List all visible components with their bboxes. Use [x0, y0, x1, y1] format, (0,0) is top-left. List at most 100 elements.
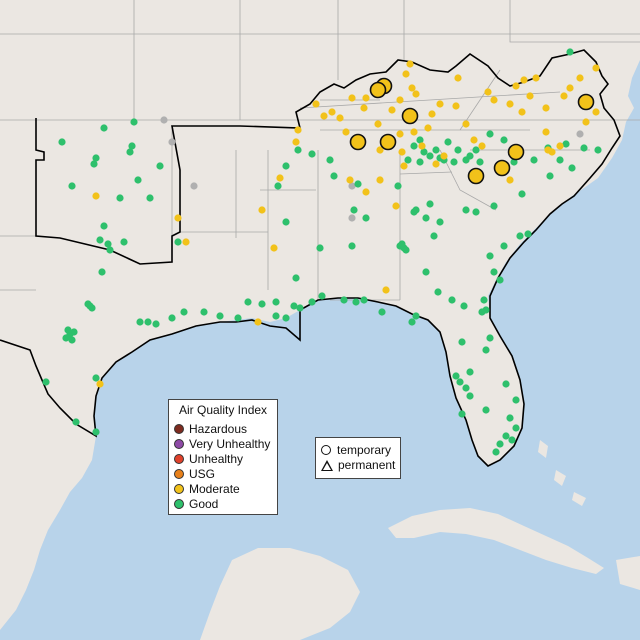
- monitor-marker: [566, 48, 574, 56]
- monitor-marker: [490, 96, 498, 104]
- monitor-marker: [100, 222, 108, 230]
- monitor-marker: [92, 192, 100, 200]
- monitor-marker: [340, 296, 348, 304]
- monitor-marker: [398, 148, 406, 156]
- monitor-marker: [276, 174, 284, 182]
- legend-label: temporary: [337, 443, 392, 457]
- monitor-marker: [294, 126, 302, 134]
- monitor-marker: [482, 406, 490, 414]
- monitor-marker: [450, 158, 458, 166]
- moderate-swatch-icon: [174, 484, 184, 494]
- monitor-marker: [512, 82, 520, 90]
- monitor-marker: [518, 190, 526, 198]
- legend-item-moderate: Moderate: [174, 482, 240, 496]
- monitor-marker: [426, 152, 434, 160]
- monitor-marker: [152, 320, 160, 328]
- monitor-marker: [562, 140, 570, 148]
- monitor-marker: [174, 214, 182, 222]
- monitor-marker: [462, 120, 470, 128]
- monitor-marker: [466, 152, 474, 160]
- legend-item-very-unhealthy: Very Unhealthy: [174, 437, 270, 451]
- monitor-marker: [556, 156, 564, 164]
- monitor-marker: [410, 128, 418, 136]
- legend-item-permanent: permanent: [321, 458, 395, 472]
- hispaniola-land: [616, 556, 640, 590]
- monitor-marker: [582, 118, 590, 126]
- monitor-marker: [120, 238, 128, 246]
- monitor-marker: [92, 154, 100, 162]
- monitor-marker: [308, 150, 316, 158]
- monitor-marker: [460, 302, 468, 310]
- monitor-marker: [532, 74, 540, 82]
- monitor-marker: [506, 176, 514, 184]
- monitor-marker: [294, 146, 302, 154]
- monitor-marker: [466, 368, 474, 376]
- monitor-marker: [520, 76, 528, 84]
- monitor-marker: [394, 182, 402, 190]
- monitor-marker: [258, 206, 266, 214]
- monitor-marker: [490, 202, 498, 210]
- monitor-marker: [470, 136, 478, 144]
- monitor-marker: [58, 138, 66, 146]
- monitor-marker: [292, 274, 300, 282]
- monitor-marker: [374, 120, 382, 128]
- monitor-marker: [568, 164, 576, 172]
- monitor-marker: [422, 268, 430, 276]
- monitor-marker: [402, 70, 410, 78]
- monitor-marker: [174, 238, 182, 246]
- monitor-marker: [416, 158, 424, 166]
- monitor-marker: [526, 92, 534, 100]
- monitor-marker: [388, 106, 396, 114]
- monitor-marker: [92, 374, 100, 382]
- monitor-marker: [316, 244, 324, 252]
- monitor-marker: [104, 240, 112, 248]
- monitor-marker: [452, 372, 460, 380]
- monitor-marker: [524, 230, 532, 238]
- monitor-marker: [454, 74, 462, 82]
- monitor-marker: [282, 218, 290, 226]
- temporary-monitor-marker: [401, 107, 419, 125]
- monitor-marker: [486, 334, 494, 342]
- legend-item-unhealthy: Unhealthy: [174, 452, 243, 466]
- monitor-marker: [412, 312, 420, 320]
- monitor-marker: [42, 378, 50, 386]
- monitor-marker: [444, 138, 452, 146]
- monitor-marker: [518, 108, 526, 116]
- monitor-marker: [180, 308, 188, 316]
- monitor-marker: [68, 182, 76, 190]
- monitor-marker: [200, 308, 208, 316]
- monitor-marker: [168, 138, 176, 146]
- monitor-marker: [126, 148, 134, 156]
- monitor-marker: [466, 392, 474, 400]
- monitor-marker: [90, 160, 98, 168]
- cuba-land: [388, 508, 604, 574]
- monitor-marker: [500, 242, 508, 250]
- legend-label: Hazardous: [189, 422, 248, 436]
- monitor-marker: [106, 246, 114, 254]
- monitor-marker: [362, 94, 370, 102]
- monitor-marker: [342, 128, 350, 136]
- monitor-marker: [336, 114, 344, 122]
- monitor-marker: [492, 448, 500, 456]
- monitor-marker: [84, 300, 92, 308]
- monitor-marker: [430, 232, 438, 240]
- monitor-marker: [458, 410, 466, 418]
- monitor-marker: [432, 160, 440, 168]
- monitor-marker: [216, 312, 224, 320]
- monitor-marker: [576, 74, 584, 82]
- monitor-marker: [410, 142, 418, 150]
- monitor-marker: [382, 286, 390, 294]
- monitor-marker: [512, 396, 520, 404]
- monitor-marker: [282, 162, 290, 170]
- monitor-marker: [546, 172, 554, 180]
- monitor-marker: [130, 118, 138, 126]
- unhealthy-swatch-icon: [174, 454, 184, 464]
- monitor-marker: [462, 206, 470, 214]
- temporary-monitor-marker: [507, 143, 525, 161]
- monitor-marker: [502, 380, 510, 388]
- monitor-marker: [100, 124, 108, 132]
- monitor-marker: [436, 218, 444, 226]
- monitor-marker: [448, 296, 456, 304]
- monitor-marker: [576, 130, 584, 138]
